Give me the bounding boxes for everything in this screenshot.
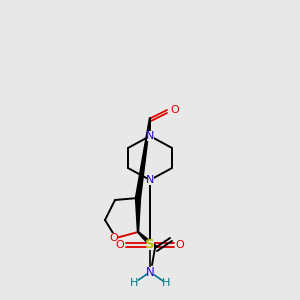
Bar [110,233,118,243]
Text: N: N [146,131,154,141]
Polygon shape [138,232,157,250]
Text: S: S [145,238,155,251]
Text: H: H [130,278,138,288]
Bar [146,240,154,250]
Text: N: N [146,266,154,278]
Bar [116,240,124,250]
Bar [146,131,154,141]
Polygon shape [136,198,140,232]
Text: O: O [116,240,124,250]
Text: H: H [162,278,170,288]
Bar [130,278,137,288]
Bar [146,175,154,185]
Text: N: N [146,175,154,185]
Bar [163,278,170,288]
Text: O: O [176,240,184,250]
Bar [172,105,178,115]
Bar [146,267,154,277]
Polygon shape [136,118,151,198]
Text: O: O [110,233,118,243]
Text: O: O [171,105,179,115]
Bar [176,240,184,250]
